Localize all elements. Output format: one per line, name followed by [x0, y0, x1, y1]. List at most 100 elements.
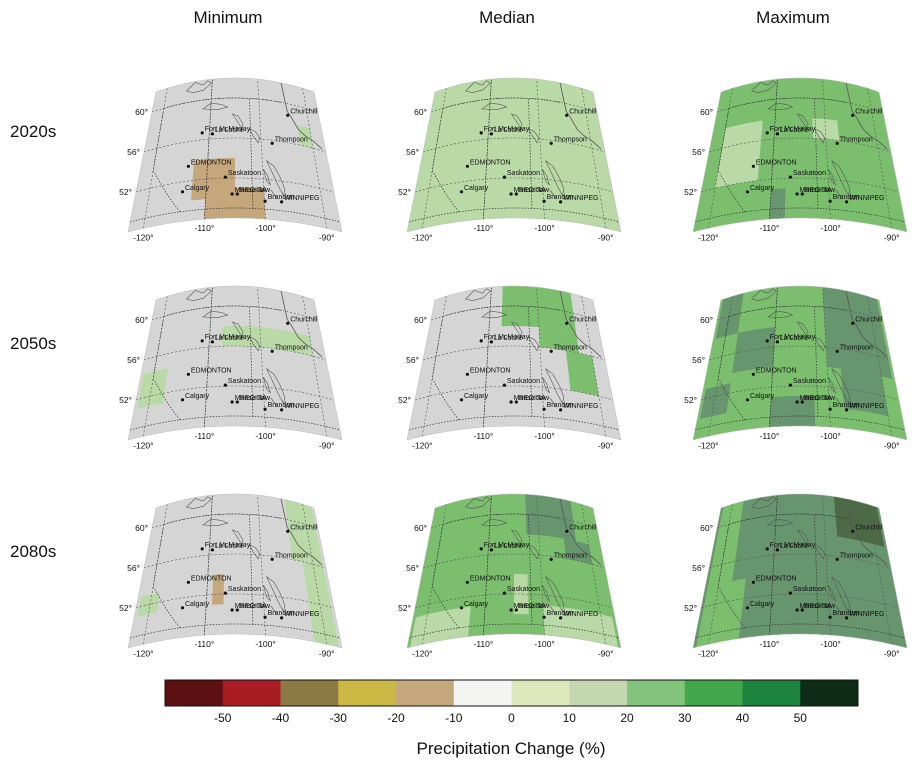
city-marker — [549, 141, 553, 145]
city-marker — [751, 372, 755, 376]
lake-outline — [202, 310, 229, 318]
lake-outline — [202, 518, 229, 526]
city-marker — [751, 164, 755, 168]
change-block — [563, 538, 592, 565]
city-marker — [286, 529, 290, 533]
city-label: Moose Jaw — [235, 187, 271, 194]
lake-outline — [549, 397, 556, 407]
city-label: Saskatoon — [228, 378, 261, 385]
city-marker — [263, 615, 267, 619]
longitude-label: -110° — [195, 431, 215, 441]
city-marker — [800, 608, 804, 612]
city-marker — [223, 175, 227, 179]
latitude-label: 60° — [135, 107, 148, 117]
latitude-label: 60° — [700, 315, 713, 325]
latitude-label: 52° — [398, 603, 411, 613]
city-marker — [559, 616, 563, 620]
lake-outline — [542, 585, 551, 602]
hudson-bay-coast — [559, 498, 602, 566]
city-label: WINNIPEG — [284, 403, 319, 410]
lake-outline — [465, 80, 491, 94]
city-marker — [270, 349, 274, 353]
city-label: Calgary — [464, 393, 489, 400]
city-marker — [235, 608, 239, 612]
longitude-label: -110° — [474, 431, 494, 441]
city-marker — [489, 340, 493, 344]
border-north — [728, 513, 848, 525]
city-marker — [514, 192, 518, 196]
city-marker — [200, 547, 204, 551]
latitude-label: 52° — [684, 603, 697, 613]
legend-swatch — [569, 680, 628, 706]
city-label: Calgary — [464, 185, 489, 192]
column-title-median: Median — [479, 8, 535, 27]
latitude-label: 56° — [692, 355, 705, 365]
legend-swatch — [222, 680, 281, 706]
border-sk-mb — [814, 306, 819, 417]
city-label: Calgary — [750, 393, 775, 400]
city-label: Fort McMurray — [770, 126, 816, 133]
latitude-label: 52° — [398, 395, 411, 405]
border-us — [129, 415, 341, 431]
city-marker — [509, 192, 513, 196]
city-label: REGINA — [805, 187, 832, 194]
city-label: EDMONTON — [470, 367, 511, 374]
city-marker — [795, 608, 799, 612]
city-label: Churchill — [290, 316, 318, 323]
border-us — [129, 623, 341, 639]
border-bc-ab — [717, 524, 746, 629]
city-marker — [542, 199, 546, 203]
latitude-label: 56° — [692, 563, 705, 573]
border-bc-ab — [152, 316, 181, 421]
lake-outline — [266, 576, 286, 612]
city-label: Saskatoon — [793, 586, 826, 593]
city-marker — [180, 606, 185, 610]
city-label: Fort McMurray — [770, 542, 816, 549]
city-label: Churchill — [569, 316, 597, 323]
city-label: Brandon — [547, 194, 574, 201]
city-marker — [542, 615, 546, 619]
change-block — [190, 158, 235, 201]
lake-outline — [263, 585, 272, 602]
latitude-label: 52° — [398, 187, 411, 197]
latitude-label: 60° — [414, 107, 427, 117]
city-marker — [263, 199, 267, 203]
city-label: EDMONTON — [470, 159, 511, 166]
city-marker — [479, 131, 483, 135]
city-marker — [200, 339, 204, 343]
legend-tick-label: 0 — [508, 711, 515, 725]
city-marker — [828, 407, 832, 411]
border-sk-mb — [528, 306, 533, 417]
lake-outline — [527, 335, 540, 352]
city-label: La Loche — [780, 543, 809, 550]
border-sk-mb — [814, 98, 819, 209]
city-marker — [200, 131, 204, 135]
color-legend: -50 -40 -30 -20 -10 0 10 20 30 40 50 Precipitation … — [164, 679, 859, 758]
lake-outline — [266, 368, 286, 404]
city-marker — [851, 529, 855, 533]
city-marker — [559, 408, 563, 412]
lake-outline — [248, 543, 261, 560]
city-label: Thompson — [840, 344, 873, 351]
city-label: Brandon — [833, 610, 860, 617]
change-block — [222, 326, 313, 357]
latitude-label: 60° — [700, 107, 713, 117]
latitude-label: 56° — [406, 563, 419, 573]
parallel-line — [422, 345, 606, 361]
city-marker — [514, 400, 518, 404]
lake-outline — [831, 368, 851, 404]
longitude-label: -100° — [534, 223, 554, 233]
latitude-label: 60° — [135, 523, 148, 533]
legend-tick-label: -20 — [387, 711, 405, 725]
border-ab-sk — [769, 495, 778, 636]
legend-swatch — [280, 680, 339, 706]
border-north — [163, 97, 283, 109]
latitude-label: 56° — [406, 147, 419, 157]
domain-base — [128, 286, 342, 440]
city-marker — [851, 113, 855, 117]
city-marker — [565, 113, 569, 117]
change-block — [410, 606, 471, 648]
city-marker — [845, 616, 849, 620]
city-label: Fort McMurray — [205, 126, 251, 133]
domain-outline — [406, 77, 622, 233]
